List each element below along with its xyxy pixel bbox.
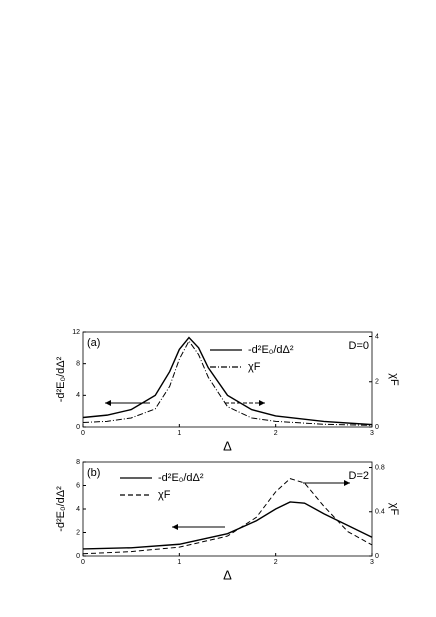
y-tick-label: 12 bbox=[72, 329, 80, 336]
y-tick-label: 8 bbox=[76, 361, 80, 368]
legend-label: χF bbox=[158, 489, 171, 501]
y-tick-label: 4 bbox=[76, 506, 80, 513]
arrow-head bbox=[105, 400, 111, 406]
y2-axis-label: χF bbox=[388, 373, 400, 386]
y2-tick-label: 0.4 bbox=[375, 509, 385, 516]
y2-tick-label: 0 bbox=[375, 553, 379, 560]
plot-frame bbox=[82, 331, 373, 428]
x-tick-label: 1 bbox=[177, 559, 181, 566]
y-tick-label: 4 bbox=[76, 392, 80, 399]
x-tick-label: 3 bbox=[370, 430, 374, 437]
y-tick-label: 0 bbox=[76, 553, 80, 560]
y2-axis-label: χF bbox=[388, 503, 400, 516]
x-tick-label: 1 bbox=[177, 430, 181, 437]
panel-label: (a) bbox=[87, 337, 100, 349]
series-line bbox=[82, 501, 373, 550]
x-tick-label: 2 bbox=[274, 559, 278, 566]
arrow-head bbox=[259, 400, 265, 406]
x-axis-label: Δ bbox=[223, 438, 232, 453]
legend-label: χF bbox=[248, 361, 261, 373]
arrow-head bbox=[172, 524, 178, 530]
y-axis-label: -d²E₀/dΔ² bbox=[55, 356, 67, 402]
y2-tick-label: 0 bbox=[375, 424, 379, 431]
y-axis-label: -d²E₀/dΔ² bbox=[55, 486, 67, 532]
y-tick-label: 2 bbox=[76, 529, 80, 536]
panel-subtitle: D=2 bbox=[349, 470, 370, 482]
legend-label: -d²E₀/dΔ² bbox=[158, 472, 204, 484]
y2-tick-label: 2 bbox=[375, 379, 379, 386]
x-tick-label: 0 bbox=[81, 430, 85, 437]
arrow-head bbox=[344, 480, 350, 486]
y-tick-label: 8 bbox=[76, 459, 80, 466]
legend-label: -d²E₀/dΔ² bbox=[248, 344, 294, 356]
x-tick-label: 2 bbox=[274, 430, 278, 437]
y2-tick-label: 0.8 bbox=[375, 464, 385, 471]
y-tick-label: 0 bbox=[76, 424, 80, 431]
panel-label: (b) bbox=[87, 467, 100, 479]
y2-tick-label: 4 bbox=[375, 333, 379, 340]
y-tick-label: 6 bbox=[76, 482, 80, 489]
series-line bbox=[82, 336, 373, 426]
x-tick-label: 3 bbox=[370, 559, 374, 566]
series-line bbox=[82, 478, 373, 555]
series-line bbox=[82, 340, 373, 426]
plot-frame bbox=[82, 461, 373, 557]
x-axis-label: Δ bbox=[223, 567, 232, 582]
x-tick-label: 0 bbox=[81, 559, 85, 566]
panel-subtitle: D=0 bbox=[349, 340, 370, 352]
